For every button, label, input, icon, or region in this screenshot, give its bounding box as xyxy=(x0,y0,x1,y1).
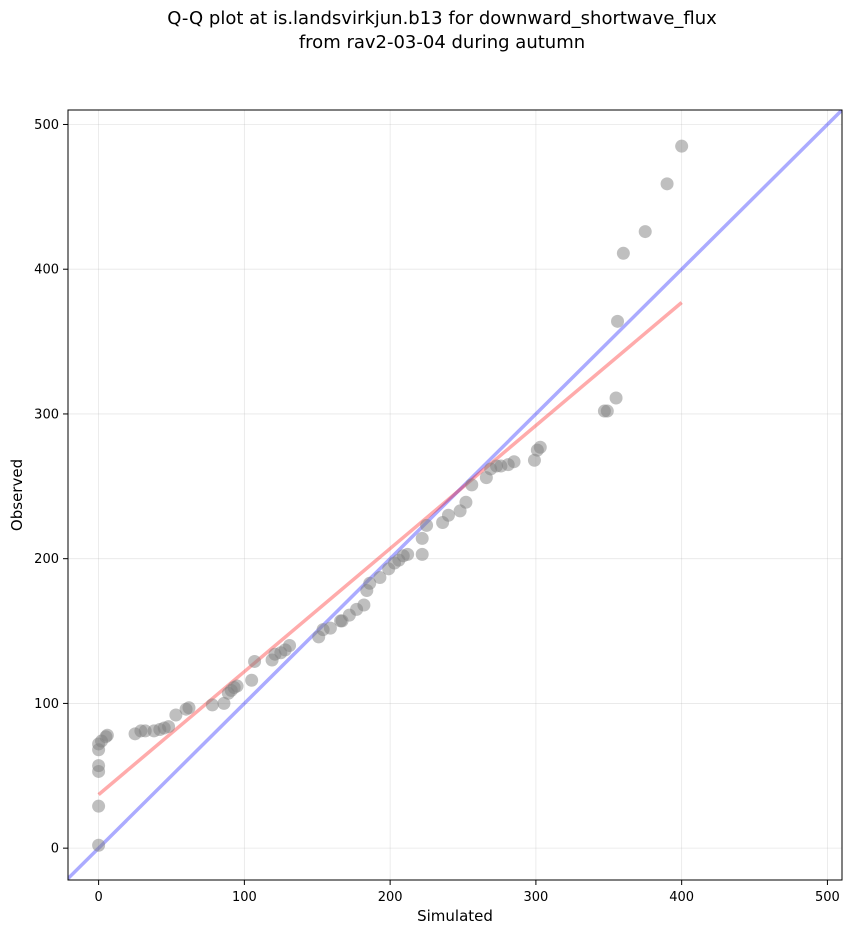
data-point xyxy=(217,696,231,710)
data-point xyxy=(420,518,434,532)
data-point xyxy=(611,314,625,328)
y-tick-label: 500 xyxy=(34,118,59,133)
data-point xyxy=(182,701,196,715)
data-point xyxy=(638,225,652,239)
axis-ticks: 0 100 200 300 400 500 0 100 200 300 400 500 xyxy=(34,118,840,905)
data-point xyxy=(92,759,106,773)
x-tick-label: 100 xyxy=(232,890,257,905)
data-point xyxy=(507,455,521,469)
y-axis-label: Observed xyxy=(8,459,26,531)
y-tick-label: 100 xyxy=(34,697,59,712)
data-point xyxy=(162,720,176,734)
chart-title-line2: from rav2-03-04 during autumn xyxy=(299,32,585,53)
data-point xyxy=(373,571,387,584)
data-points xyxy=(92,139,689,852)
y-tick-label: 0 xyxy=(51,842,59,857)
y-tick-label: 200 xyxy=(34,552,59,567)
y-tick-label: 400 xyxy=(34,263,59,278)
data-point xyxy=(533,440,547,454)
data-point xyxy=(283,639,297,653)
reference-lines xyxy=(68,110,842,880)
data-point xyxy=(441,508,455,522)
data-point xyxy=(527,453,541,467)
data-point xyxy=(616,246,630,260)
data-point xyxy=(205,698,219,712)
identity-line xyxy=(68,110,842,880)
y-tick-label: 300 xyxy=(34,407,59,422)
x-tick-label: 500 xyxy=(815,890,840,905)
data-point xyxy=(169,708,183,722)
x-axis-label: Simulated xyxy=(417,907,493,925)
grid-lines xyxy=(68,110,842,880)
data-point xyxy=(465,478,479,492)
chart-title-line1: Q-Q plot at is.landsvirkjun.b13 for down… xyxy=(167,8,717,29)
data-point xyxy=(92,838,106,852)
data-point xyxy=(600,404,614,418)
fit-line xyxy=(97,301,683,796)
data-point xyxy=(459,495,473,509)
data-point xyxy=(230,679,244,693)
data-point xyxy=(415,547,429,561)
x-tick-label: 0 xyxy=(94,890,102,905)
data-point xyxy=(415,531,429,545)
data-point xyxy=(323,621,337,635)
plot-frame xyxy=(67,109,843,881)
x-tick-label: 400 xyxy=(669,890,694,905)
data-point xyxy=(363,576,377,590)
x-tick-label: 300 xyxy=(523,890,548,905)
x-tick-label: 200 xyxy=(378,890,403,905)
data-point xyxy=(245,673,259,687)
data-point xyxy=(357,598,371,612)
data-point xyxy=(675,139,689,153)
data-point xyxy=(401,547,415,561)
data-point xyxy=(660,177,674,191)
data-point xyxy=(92,799,106,813)
data-point xyxy=(609,391,623,405)
data-point xyxy=(100,728,114,742)
data-point xyxy=(248,654,262,668)
